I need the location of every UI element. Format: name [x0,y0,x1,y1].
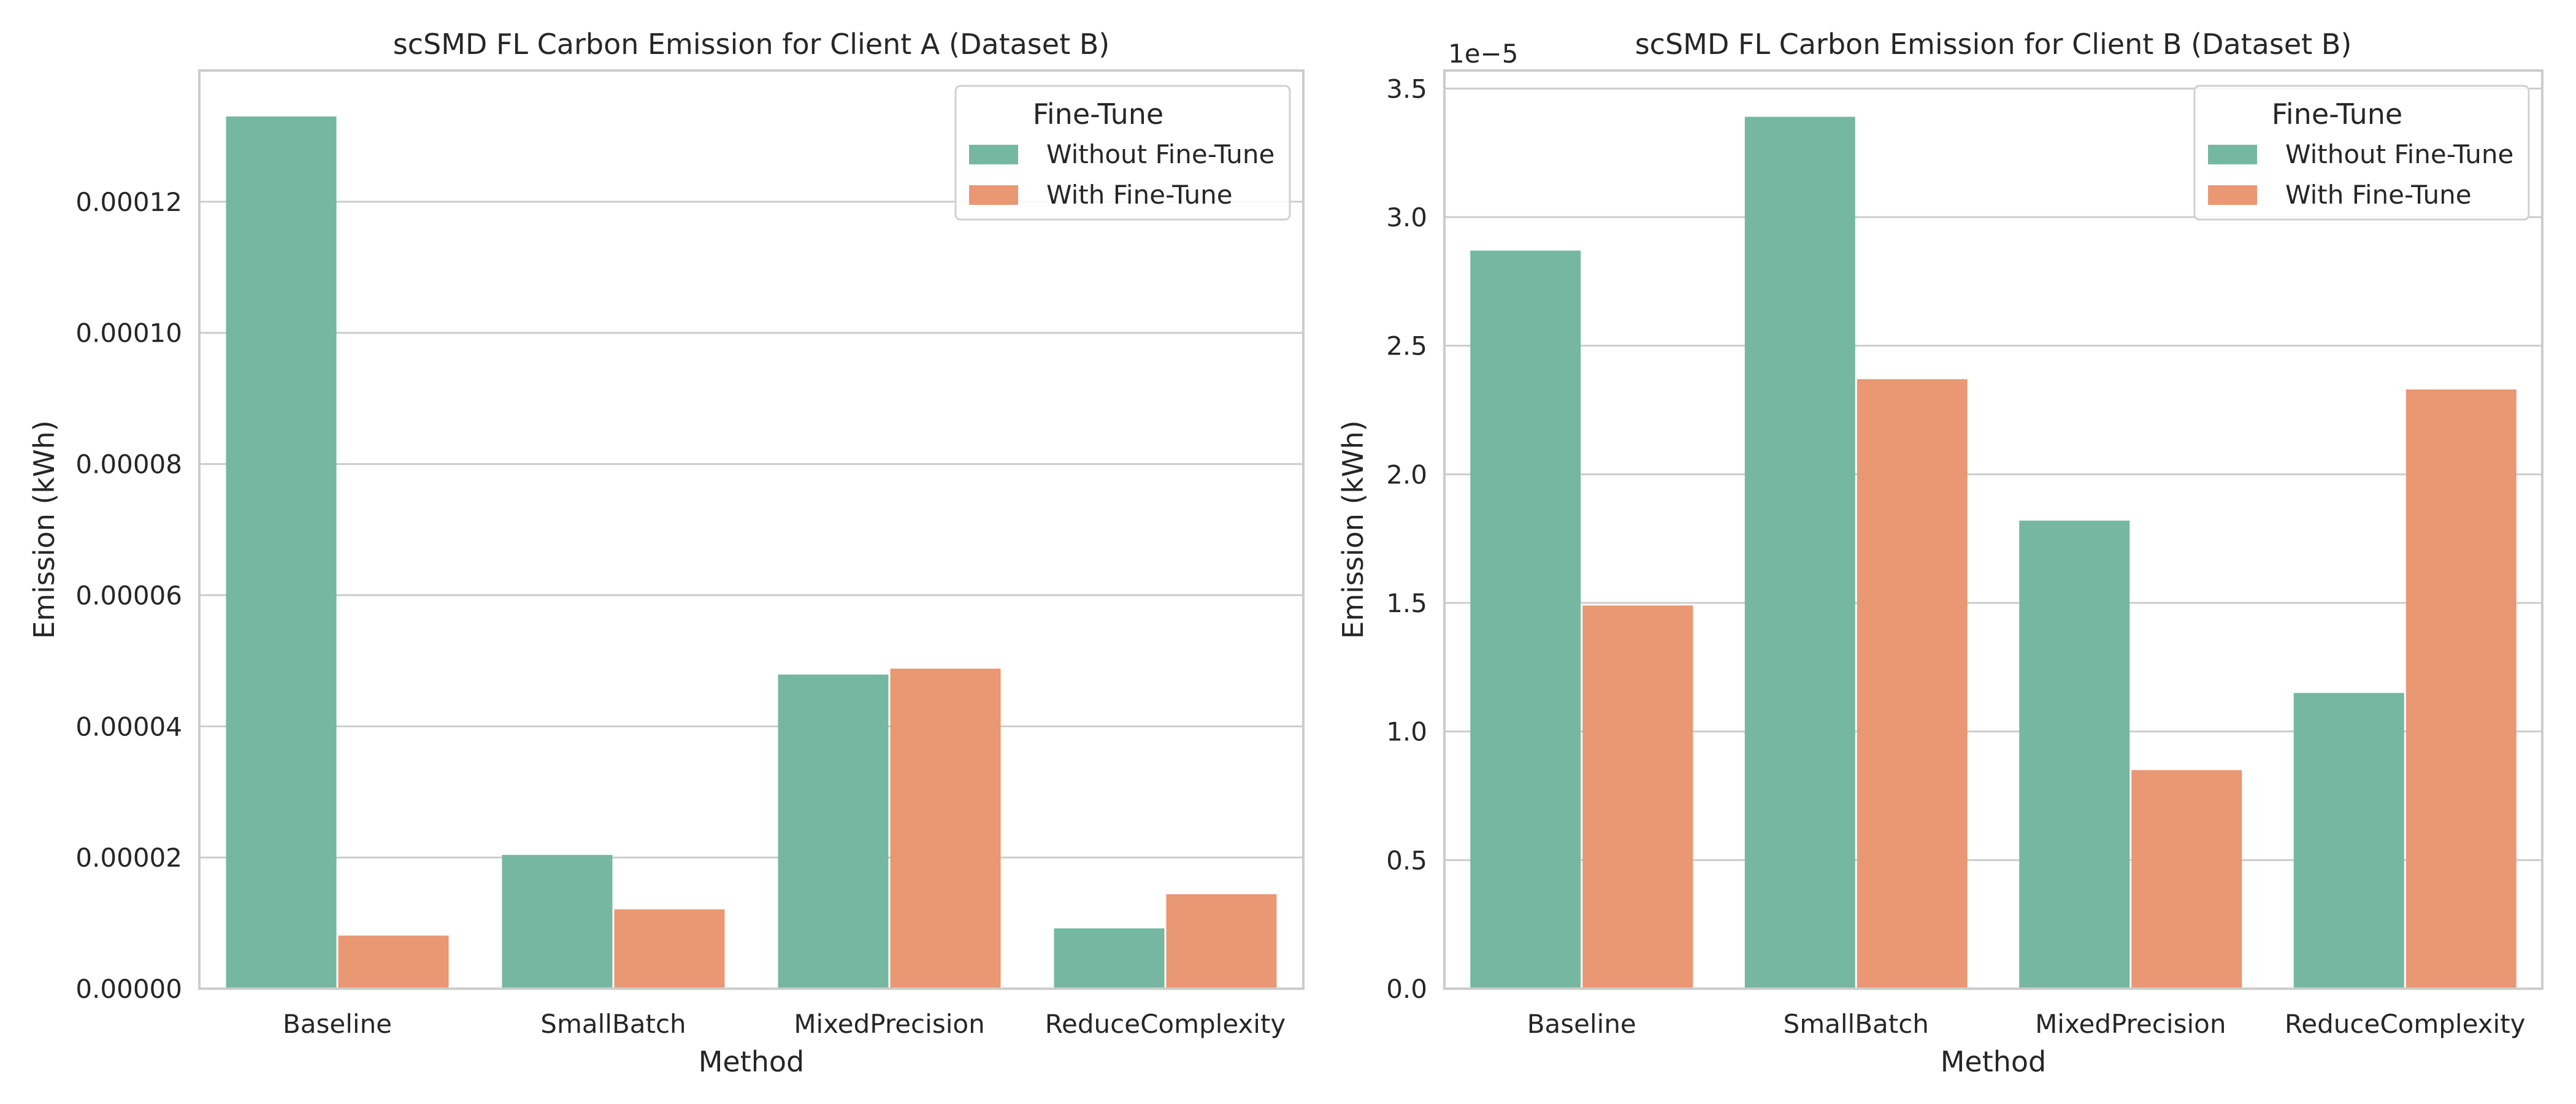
x-tick-label: Baseline [1527,1009,1636,1039]
y-tick-label: 1.0 [1386,717,1427,747]
bar-smallbatch-with-fine-tune [614,909,725,989]
x-tick-labels: Baseline SmallBatch MixedPrecision ReduceCo… [283,1009,1286,1039]
y-tick-label: 0.00000 [75,974,182,1004]
x-tick-label: Baseline [283,1009,392,1039]
x-axis-label: Method [699,1045,805,1078]
y-tick-label: 2.0 [1386,459,1427,489]
legend: Fine-Tune Without Fine-Tune With Fine-Tu… [2193,85,2530,221]
y-tick-label: 0.00010 [75,318,182,348]
y-tick-label: 0.00004 [75,711,182,742]
legend-swatch-with-fine-tune [969,185,1018,205]
legend-label-without-fine-tune: Without Fine-Tune [1046,139,1275,169]
legend-frame [954,85,1291,221]
y-tick-label: 3.0 [1386,202,1427,232]
x-tick-label: MixedPrecision [794,1009,984,1039]
legend-swatch-without-fine-tune [2208,145,2257,164]
chart-panel-client-b: 0.0 0.5 1.0 1.5 2.0 2.5 3.0 3.5 Baseline SmallBa… [1336,28,2543,1078]
bar-mixedprecision-with-fine-tune [890,669,1001,989]
bar-mixedprecision-without-fine-tune [2019,520,2130,989]
bar-baseline-without-fine-tune [1470,250,1581,989]
plot-frame [198,69,1305,990]
legend-title: Fine-Tune [1033,98,1163,131]
bar-reducecomplexity-without-fine-tune [2293,692,2404,989]
y-tick-label: 3.5 [1386,74,1427,104]
legend-title: Fine-Tune [2272,98,2402,131]
bar-mixedprecision-with-fine-tune [2131,770,2242,989]
y-tick-labels: 0.0 0.5 1.0 1.5 2.0 2.5 3.0 3.5 [1386,74,1427,1004]
y-tick-label: 0.0 [1386,974,1427,1004]
legend-label-without-fine-tune: Without Fine-Tune [2285,139,2513,169]
y-tick-label: 0.5 [1386,845,1427,875]
y-tick-label: 2.5 [1386,331,1427,361]
bar-baseline-with-fine-tune [1582,605,1693,989]
bar-mixedprecision-without-fine-tune [778,674,889,989]
y-tick-label: 0.00006 [75,580,182,610]
grid-lines [199,201,1303,990]
y-tick-label: 0.00012 [75,187,182,217]
bar-reducecomplexity-with-fine-tune [2405,389,2517,989]
bar-baseline-with-fine-tune [338,935,449,989]
x-tick-label: MixedPrecision [2035,1009,2226,1039]
x-tick-label: ReduceComplexity [1045,1009,1286,1039]
legend-swatch-with-fine-tune [2208,185,2257,205]
y-axis-offset-label: 1e−5 [1448,39,1518,69]
bars [1470,117,2517,989]
y-tick-label: 1.5 [1386,588,1427,618]
bar-smallbatch-without-fine-tune [502,854,613,989]
x-axis-label: Method [1941,1045,2047,1078]
x-tick-label: SmallBatch [540,1009,686,1039]
y-tick-label: 0.00008 [75,450,182,480]
y-tick-label: 0.00002 [75,843,182,873]
x-tick-label: ReduceComplexity [2285,1009,2526,1039]
bar-reducecomplexity-with-fine-tune [1166,894,1277,989]
plot-frame [1443,69,2543,990]
y-axis-label: Emission (kWh) [1336,420,1370,638]
bar-baseline-without-fine-tune [226,116,337,989]
y-axis-label: Emission (kWh) [28,420,61,638]
bars [226,116,1277,989]
legend-frame [2193,85,2530,221]
x-tick-label: SmallBatch [1784,1009,1929,1039]
legend-swatch-without-fine-tune [969,145,1018,164]
legend: Fine-Tune Without Fine-Tune With Fine-Tu… [954,85,1291,221]
legend-label-with-fine-tune: With Fine-Tune [2285,180,2472,210]
legend-label-with-fine-tune: With Fine-Tune [1046,180,1233,210]
bar-smallbatch-without-fine-tune [1744,117,1855,989]
y-tick-labels: 0.00000 0.00002 0.00004 0.00006 0.00008 0.000… [75,187,182,1004]
bar-reducecomplexity-without-fine-tune [1054,928,1165,989]
bar-smallbatch-with-fine-tune [1857,379,1968,989]
chart-panel-client-a: 0.00000 0.00002 0.00004 0.00006 0.00008 0.000… [28,28,1305,1078]
chart-title: scSMD FL Carbon Emission for Client B (D… [1635,28,2352,61]
x-tick-labels: Baseline SmallBatch MixedPrecision ReduceCo… [1527,1009,2526,1039]
chart-title: scSMD FL Carbon Emission for Client A (D… [393,28,1110,61]
